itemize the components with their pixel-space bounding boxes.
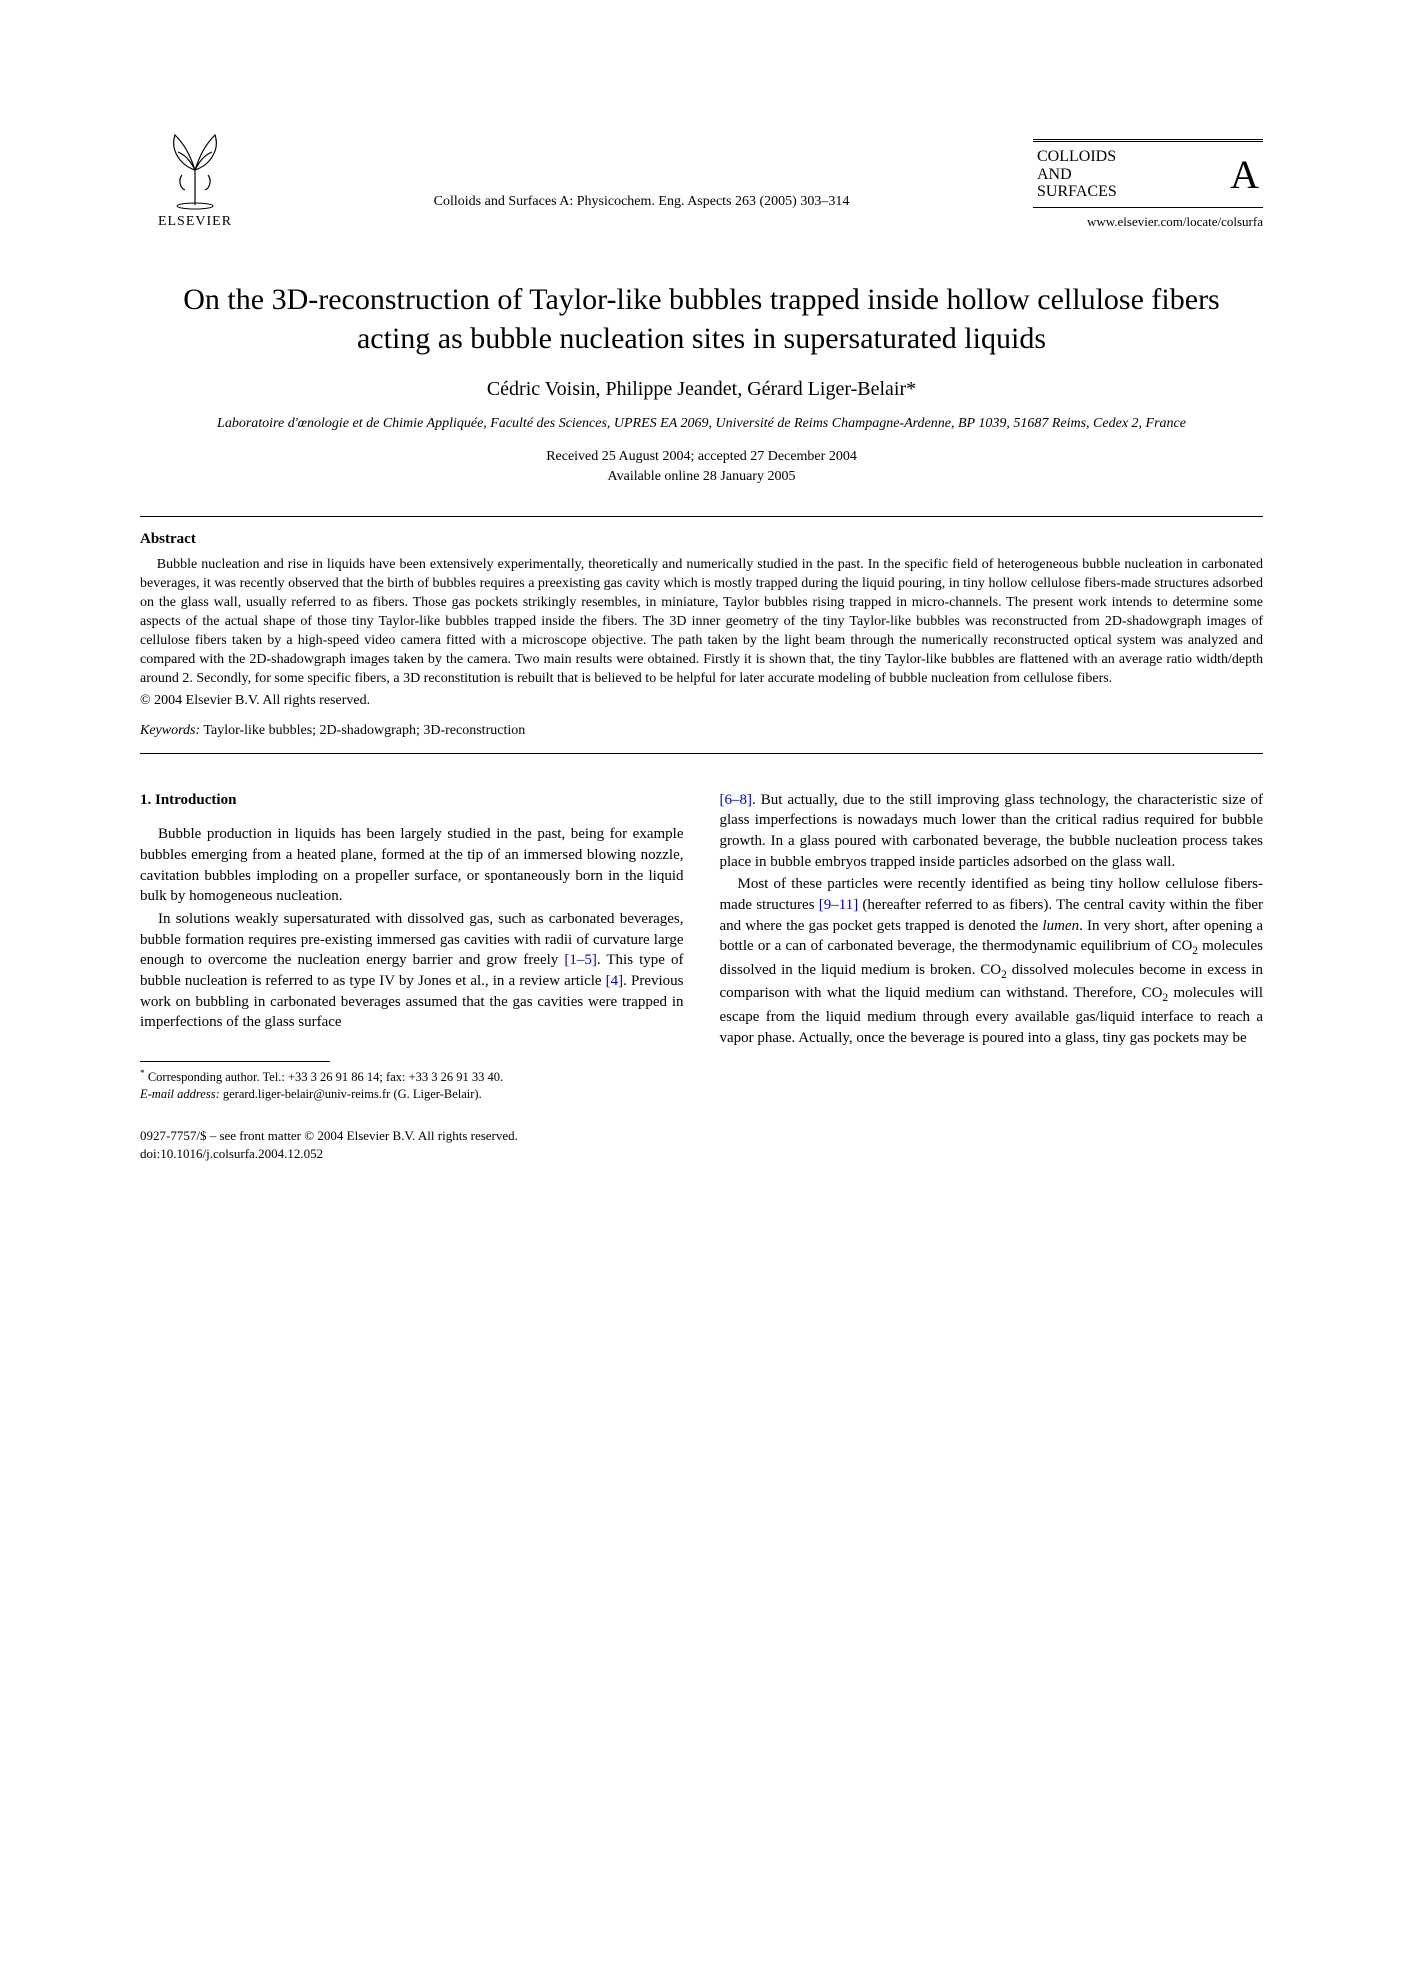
online-date: Available online 28 January 2005 bbox=[608, 469, 796, 484]
header-row: ELSEVIER Colloids and Surfaces A: Physic… bbox=[140, 120, 1263, 230]
corresponding-footnote: * Corresponding author. Tel.: +33 3 26 9… bbox=[140, 1068, 684, 1103]
journal-logo-text: COLLOIDS AND SURFACES bbox=[1037, 148, 1117, 201]
authors: Cédric Voisin, Philippe Jeandet, Gérard … bbox=[140, 378, 1263, 401]
divider-top bbox=[140, 516, 1263, 517]
journal-reference: Colloids and Surfaces A: Physicochem. En… bbox=[250, 194, 1033, 230]
ref-link-1-5[interactable]: [1–5] bbox=[564, 952, 597, 968]
doi-block: 0927-7757/$ – see front matter © 2004 El… bbox=[140, 1127, 684, 1163]
journal-logo-box: COLLOIDS AND SURFACES A bbox=[1033, 139, 1263, 208]
ref-link-6-8[interactable]: [6–8] bbox=[720, 792, 753, 808]
journal-url: www.elsevier.com/locate/colsurfa bbox=[1033, 214, 1263, 230]
email-label: E-mail address: bbox=[140, 1087, 220, 1101]
abstract-heading: Abstract bbox=[140, 531, 1263, 548]
journal-logo-block: COLLOIDS AND SURFACES A www.elsevier.com… bbox=[1033, 139, 1263, 230]
keywords-label: Keywords: bbox=[140, 723, 200, 738]
publisher-name: ELSEVIER bbox=[158, 214, 232, 230]
abstract-body: Bubble nucleation and rise in liquids ha… bbox=[140, 556, 1263, 688]
intro-para-1: Bubble production in liquids has been la… bbox=[140, 824, 684, 907]
ref-link-4[interactable]: [4] bbox=[606, 973, 624, 989]
intro-para-4: Most of these particles were recently id… bbox=[720, 874, 1264, 1048]
doi-line: doi:10.1016/j.colsurfa.2004.12.052 bbox=[140, 1146, 323, 1161]
journal-logo-line1: COLLOIDS bbox=[1037, 148, 1116, 165]
lumen-term: lumen bbox=[1042, 918, 1079, 934]
publisher-block: ELSEVIER bbox=[140, 120, 250, 230]
ref-link-9-11[interactable]: [9–11] bbox=[819, 897, 858, 913]
intro-para-2: In solutions weakly supersaturated with … bbox=[140, 909, 684, 1033]
article-title: On the 3D-reconstruction of Taylor-like … bbox=[180, 280, 1223, 358]
footnote-corr: Corresponding author. Tel.: +33 3 26 91 … bbox=[145, 1070, 503, 1084]
footnote-separator bbox=[140, 1061, 330, 1062]
journal-logo-line3: SURFACES bbox=[1037, 183, 1117, 200]
keywords-line: Keywords: Taylor-like bubbles; 2D-shadow… bbox=[140, 723, 1263, 739]
divider-bottom bbox=[140, 753, 1263, 754]
journal-logo-letter: A bbox=[1230, 151, 1259, 198]
intro-para-3: [6–8]. But actually, due to the still im… bbox=[720, 790, 1264, 873]
journal-logo-line2: AND bbox=[1037, 166, 1072, 183]
right-column: [6–8]. But actually, due to the still im… bbox=[720, 790, 1264, 1164]
article-dates: Received 25 August 2004; accepted 27 Dec… bbox=[140, 447, 1263, 486]
left-column: 1. Introduction Bubble production in liq… bbox=[140, 790, 684, 1164]
page-container: ELSEVIER Colloids and Surfaces A: Physic… bbox=[0, 0, 1403, 1243]
front-matter-line: 0927-7757/$ – see front matter © 2004 El… bbox=[140, 1128, 518, 1143]
received-date: Received 25 August 2004; accepted 27 Dec… bbox=[546, 449, 857, 464]
section-1-heading: 1. Introduction bbox=[140, 790, 684, 811]
footnote-email: gerard.liger-belair@univ-reims.fr (G. Li… bbox=[220, 1087, 482, 1101]
abstract-copyright: © 2004 Elsevier B.V. All rights reserved… bbox=[140, 693, 1263, 709]
elsevier-tree-icon bbox=[150, 120, 240, 210]
keywords-text: Taylor-like bubbles; 2D-shadowgraph; 3D-… bbox=[200, 723, 525, 738]
affiliation: Laboratoire d'œnologie et de Chimie Appl… bbox=[200, 415, 1203, 433]
body-columns: 1. Introduction Bubble production in liq… bbox=[140, 790, 1263, 1164]
